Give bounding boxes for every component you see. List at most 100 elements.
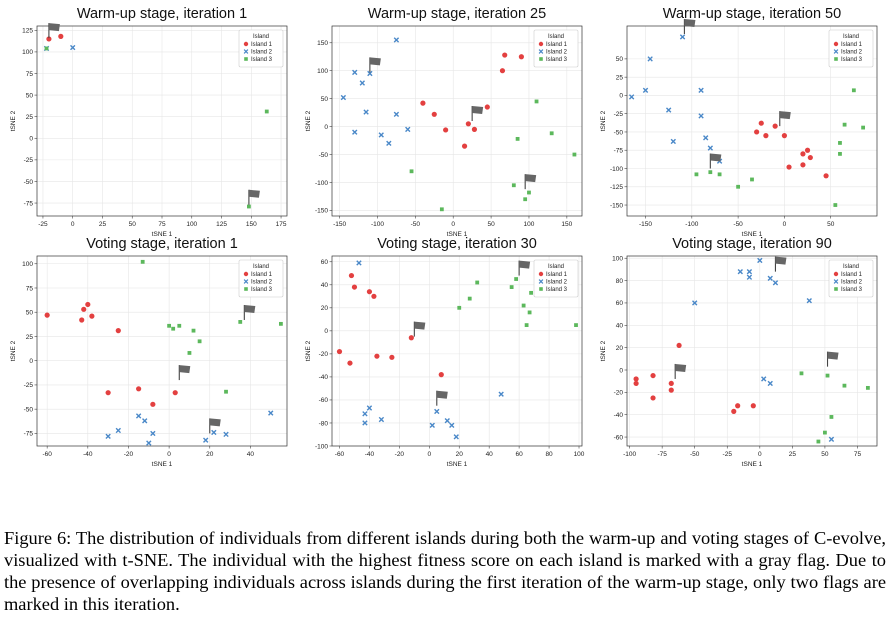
- legend-entry-label: Island 3: [841, 287, 863, 293]
- scatter-chart: Voting stage, iteration 90 -100 -75 -50 -25 0…: [600, 236, 878, 468]
- y-tick-label: -20: [614, 390, 624, 397]
- island-3-point: [247, 204, 251, 209]
- island-3-point: [191, 328, 196, 333]
- island-1-point: [763, 133, 769, 139]
- best-individual-flag-icon: [209, 418, 221, 434]
- y-tick-label: 50: [26, 92, 34, 99]
- y-tick-label: 50: [26, 310, 34, 317]
- legend-entry-label: Island 2: [841, 50, 863, 56]
- x-tick-label: 50: [129, 221, 137, 228]
- x-tick-label: -25: [38, 221, 48, 228]
- x-tick-label: 150: [561, 221, 572, 228]
- island-1-point: [374, 353, 380, 359]
- island-3-point: [224, 389, 228, 394]
- island-2-point: [444, 417, 450, 424]
- island-2-point: [223, 431, 229, 438]
- island-3-point: [264, 109, 269, 114]
- x-tick-label: 20: [206, 451, 214, 458]
- island-2-point: [767, 380, 773, 387]
- legend-marker-island-1: [538, 271, 544, 277]
- island-2-point: [70, 44, 76, 51]
- x-tick-label: 40: [247, 451, 255, 458]
- island-1-point: [668, 387, 674, 393]
- y-tick-label: 125: [22, 28, 33, 35]
- island-1-point: [89, 313, 95, 319]
- island-2-point: [142, 418, 148, 424]
- island-2-point: [352, 69, 358, 76]
- legend-entry-label: Island 1: [841, 42, 863, 48]
- island-1-point: [650, 372, 656, 379]
- best-individual-flag-icon: [674, 363, 687, 379]
- flag-cloth: [179, 365, 191, 374]
- island-2-point: [211, 429, 217, 436]
- island-1-point: [823, 173, 829, 179]
- island-1-point: [461, 143, 468, 149]
- island-1-point: [136, 386, 142, 392]
- y-tick-label: 25: [26, 114, 34, 121]
- plot-frame: [331, 25, 583, 217]
- island-3-point: [457, 305, 462, 310]
- island-2-point: [642, 87, 649, 94]
- island-3-point: [511, 183, 516, 188]
- island-2-point: [665, 107, 672, 113]
- island-2-point: [393, 111, 400, 117]
- island-2-point: [698, 113, 704, 119]
- y-tick-label: -25: [24, 382, 34, 389]
- island-3-point: [823, 430, 827, 435]
- island-3-point: [842, 383, 847, 388]
- x-tick-label: -60: [42, 451, 52, 458]
- island-2-point: [268, 410, 274, 416]
- flag-cloth: [675, 363, 687, 372]
- island-2-point: [628, 94, 635, 100]
- x-tick-label: 150: [246, 221, 257, 228]
- y-tick-label: 25: [616, 74, 624, 81]
- y-tick-label: -25: [24, 157, 34, 164]
- legend-entry-label: Island 3: [546, 287, 568, 293]
- legend-box: [533, 259, 579, 298]
- island-2-point: [146, 440, 152, 446]
- y-tick-label: 150: [317, 40, 328, 47]
- y-tick-label: 0: [324, 124, 328, 131]
- island-2-point: [692, 300, 698, 306]
- x-tick-label: -60: [335, 451, 345, 458]
- island-2-point: [453, 434, 459, 440]
- island-1-point: [754, 129, 760, 135]
- island-2-point: [746, 274, 753, 280]
- island-3-point: [279, 321, 283, 326]
- island-3-point: [865, 385, 870, 390]
- island-2-point: [703, 135, 709, 141]
- y-tick-label: -25: [614, 111, 624, 118]
- x-tick-label: -25: [723, 451, 733, 458]
- legend-entry-label: Island 3: [546, 57, 568, 63]
- flag-cloth: [209, 418, 221, 427]
- island-3-point: [708, 170, 713, 175]
- legend-marker-island-2: [833, 279, 839, 284]
- island-2-point: [362, 420, 368, 426]
- island-1-point: [471, 126, 478, 132]
- x-axis-label: tSNE 1: [742, 461, 763, 468]
- flag-cloth: [519, 260, 531, 269]
- x-tick-label: -50: [733, 221, 743, 228]
- island-1-point: [800, 151, 806, 157]
- island-3-point: [409, 169, 414, 174]
- x-tick-label: 60: [516, 451, 524, 458]
- flag-cloth: [436, 390, 448, 399]
- y-axis-label: tSNE 2: [305, 340, 312, 361]
- chart-panel-5: Voting stage, iteration 30 -60 -40 -20 0 20 40…: [300, 232, 590, 472]
- y-tick-label: -150: [610, 202, 623, 209]
- island-3-point: [475, 280, 480, 285]
- island-1-point: [347, 360, 353, 366]
- island-1-point: [431, 111, 437, 117]
- island-2-point: [405, 126, 411, 133]
- island-2-point: [449, 422, 455, 428]
- y-axis-label: tSNE 2: [10, 110, 17, 131]
- island-2-point: [498, 391, 504, 397]
- legend-marker-island-1: [833, 41, 839, 47]
- island-1-point: [58, 33, 64, 39]
- island-2-point: [352, 129, 358, 135]
- x-tick-label: 175: [276, 221, 287, 228]
